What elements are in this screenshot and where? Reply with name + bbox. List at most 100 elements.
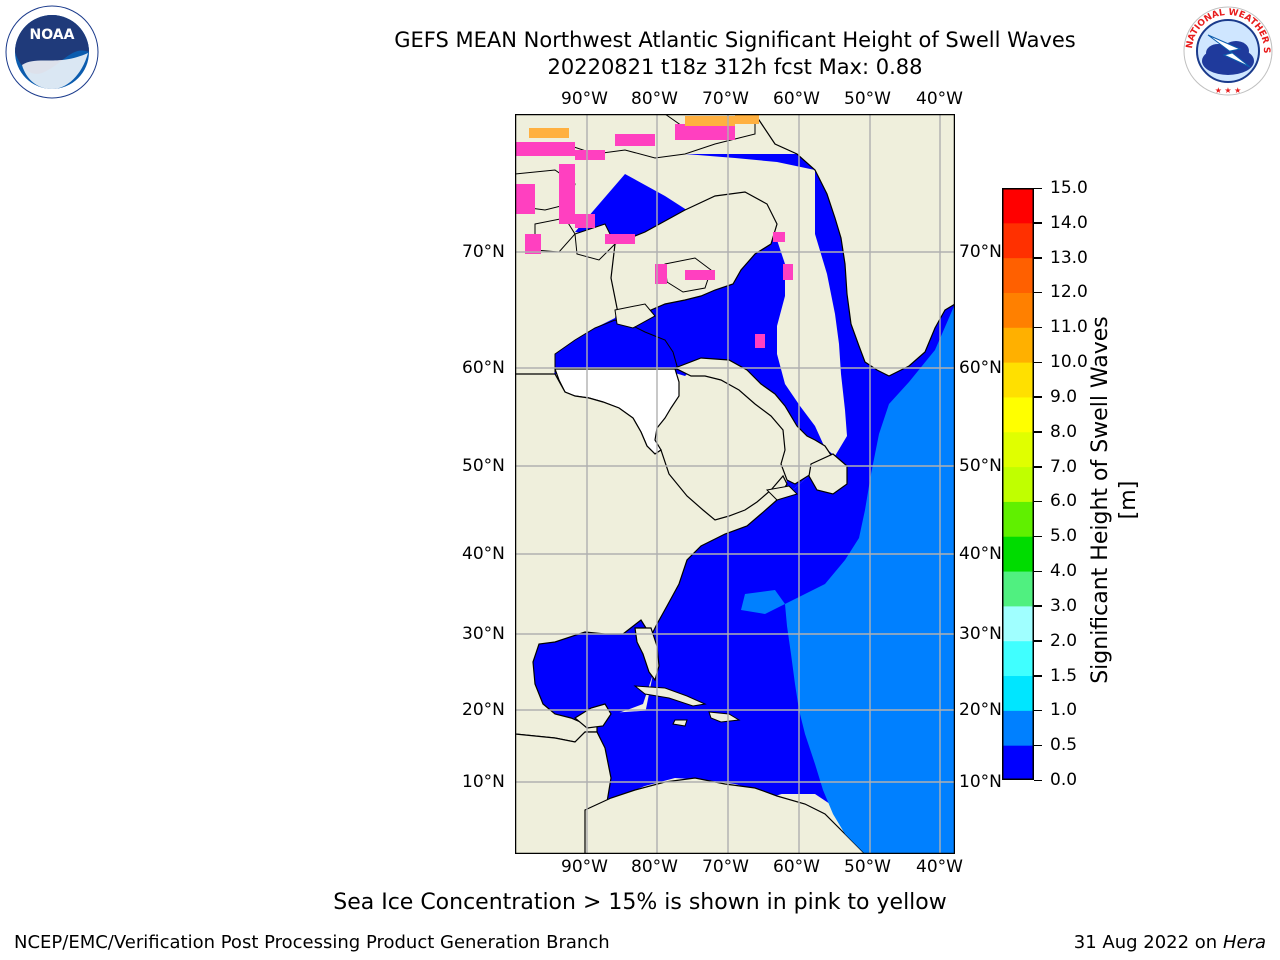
greater-antilles (633, 685, 707, 707)
lat-tick-left: 30°N (462, 624, 505, 644)
colorbar-segment (1002, 188, 1034, 224)
colorbar-segment (1002, 501, 1034, 537)
lat-tick-right: 50°N (959, 456, 1002, 476)
colorbar-label: Significant Height of Swell Waves [m] (1088, 316, 1141, 684)
date-line: 31 Aug 2022 on Hera (1074, 932, 1266, 953)
colorbar-segment (1002, 675, 1034, 711)
colorbar-segment (1002, 745, 1034, 780)
map-frame (515, 114, 955, 854)
chart-subtitle: 20220821 t18z 312h fcst Max: 0.88 (547, 55, 923, 79)
colorbar-segment (1002, 710, 1034, 746)
lon-tick-top: 90°W (561, 89, 608, 109)
newfoundland (808, 453, 848, 495)
sea-ice-overlay (515, 114, 793, 348)
colorbar-tick-label: 13.0 (1050, 247, 1088, 268)
colorbar-tick-mark (1034, 570, 1042, 573)
colorbar-tick-label: 6.0 (1050, 491, 1078, 512)
lat-tick-right: 40°N (959, 544, 1002, 564)
colorbar-tick-label: 3.0 (1050, 595, 1078, 616)
colorbar-tick-label: 4.0 (1050, 561, 1078, 582)
colorbar-segment (1002, 327, 1034, 363)
colorbar-tick-label: 7.0 (1050, 456, 1078, 477)
noaa-logo-text: NOAA (30, 27, 75, 43)
colorbar-tick-mark (1034, 709, 1042, 712)
lon-tick-bottom: 50°W (844, 857, 891, 877)
colorbar-tick-mark (1034, 291, 1042, 294)
lon-tick-top: 80°W (631, 89, 678, 109)
lat-tick-left: 10°N (462, 772, 505, 792)
lat-tick-right: 20°N (959, 700, 1002, 720)
colorbar-tick-label: 11.0 (1050, 317, 1088, 338)
colorbar-tick-mark (1034, 222, 1042, 224)
colorbar-segment (1002, 222, 1034, 259)
colorbar-tick-label: 2.0 (1050, 630, 1078, 651)
greenland-land (754, 114, 955, 377)
credit-line: NCEP/EMC/Verification Post Processing Pr… (14, 932, 610, 953)
date-text: 31 Aug 2022 on (1073, 932, 1218, 953)
lat-tick-right: 30°N (959, 624, 1002, 644)
colorbar-tick-mark (1034, 361, 1042, 364)
colorbar-tick-mark (1034, 257, 1042, 259)
noaa-logo: NOAA (5, 5, 99, 99)
atlantic-sea (535, 174, 835, 730)
lon-tick-bottom: 80°W (631, 857, 678, 877)
colorbar-tick-mark (1034, 744, 1042, 747)
colorbar-segment (1002, 362, 1034, 398)
colorbar-tick-mark (1034, 779, 1042, 781)
lon-tick-bottom: 40°W (916, 857, 963, 877)
colorbar-tick-mark (1034, 500, 1042, 503)
colorbar-segment (1002, 292, 1034, 328)
lon-tick-top: 50°W (844, 89, 891, 109)
colorbar-segment (1002, 466, 1034, 502)
lat-tick-left: 60°N (462, 358, 505, 378)
colorbar-tick-label: 9.0 (1050, 386, 1078, 407)
colorbar-segment (1002, 605, 1034, 642)
colorbar-segment (1002, 536, 1034, 572)
lon-tick-bottom: 60°W (773, 857, 820, 877)
colorbar-tick-label: 5.0 (1050, 526, 1078, 547)
lat-tick-left: 40°N (462, 544, 505, 564)
colorbar-tick-mark (1034, 187, 1042, 189)
colorbar-tick-mark (1034, 675, 1042, 677)
lon-tick-top: 70°W (702, 89, 749, 109)
colorbar-tick-mark (1034, 640, 1042, 642)
colorbar-tick-label: 12.0 (1050, 282, 1088, 303)
lat-tick-right: 10°N (959, 772, 1002, 792)
colorbar-frame (1002, 188, 1034, 780)
colorbar-tick-label: 15.0 (1050, 178, 1088, 198)
colorbar-tick-mark (1034, 535, 1042, 538)
lat-tick-left: 20°N (462, 700, 505, 720)
colorbar-segment (1002, 640, 1034, 677)
graticule (515, 114, 955, 854)
colorbar-tick-label: 0.0 (1050, 770, 1078, 790)
lat-tick-right: 70°N (959, 242, 1002, 262)
colorbar-tick-label: 1.0 (1050, 700, 1078, 721)
colorbar-segment (1002, 257, 1034, 293)
colorbar-segment (1002, 396, 1034, 433)
sea-ice-note: Sea Ice Concentration > 15% is shown in … (333, 890, 947, 915)
nws-logo: NATIONAL WEATHER SERVICE ★ ★ ★ (1180, 5, 1273, 96)
chart-title: GEFS MEAN Northwest Atlantic Significant… (394, 28, 1076, 52)
colorbar-tick-label: 0.5 (1050, 735, 1078, 756)
map-panel (515, 114, 955, 854)
lon-tick-top: 40°W (916, 89, 963, 109)
svg-text:★ ★ ★: ★ ★ ★ (1215, 86, 1242, 95)
lon-tick-top: 60°W (773, 89, 820, 109)
lat-tick-left: 50°N (462, 456, 505, 476)
colorbar-tick-label: 14.0 (1050, 212, 1088, 233)
host-name: Hera (1222, 932, 1266, 953)
lat-tick-left: 70°N (462, 242, 505, 262)
colorbar-tick-mark (1034, 431, 1042, 433)
colorbar-tick-mark (1034, 326, 1042, 329)
colorbar-tick-mark (1034, 605, 1042, 607)
colorbar-segment (1002, 571, 1034, 607)
colorbar-tick-label: 10.0 (1050, 352, 1088, 373)
lon-tick-bottom: 70°W (702, 857, 749, 877)
colorbar-tick-label: 8.0 (1050, 421, 1078, 442)
colorbar-tick-mark (1034, 466, 1042, 468)
lat-tick-right: 60°N (959, 358, 1002, 378)
colorbar-segment (1002, 431, 1034, 468)
colorbar-tick-mark (1034, 396, 1042, 398)
colorbar (1002, 188, 1034, 780)
lon-tick-bottom: 90°W (561, 857, 608, 877)
